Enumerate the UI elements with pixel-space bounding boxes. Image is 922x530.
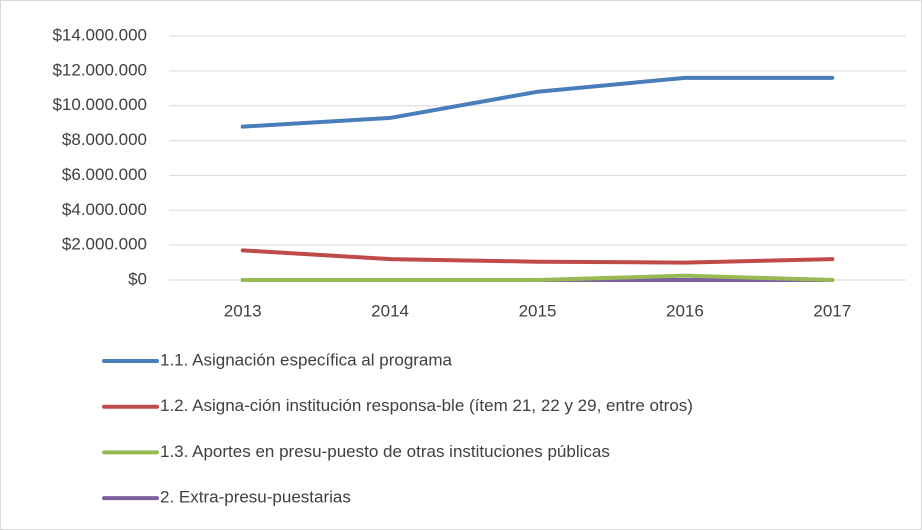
x-tick-label: 2013 — [224, 301, 262, 320]
y-tick-label: $0 — [128, 269, 147, 288]
legend-label: 1.3. Aportes en presu-puesto de otras in… — [160, 442, 610, 461]
x-tick-label: 2014 — [371, 301, 409, 320]
x-tick-label: 2015 — [519, 301, 557, 320]
x-tick-label: 2017 — [813, 301, 851, 320]
y-tick-label: $14.000.000 — [52, 25, 147, 44]
y-tick-label: $6.000.000 — [62, 165, 147, 184]
y-tick-label: $10.000.000 — [52, 95, 147, 114]
x-tick-label: 2016 — [666, 301, 704, 320]
y-tick-label: $12.000.000 — [52, 60, 147, 79]
legend-label: 1.2. Asigna-ción institución responsa-bl… — [160, 396, 693, 415]
series-line — [240, 273, 835, 282]
y-tick-label: $8.000.000 — [62, 130, 147, 149]
y-tick-label: $4.000.000 — [62, 200, 147, 219]
series-line — [240, 75, 835, 129]
legend-label: 1.1. Asignación específica al programa — [160, 350, 453, 369]
y-tick-label: $2.000.000 — [62, 235, 147, 254]
legend-label: 2. Extra-presu-puestarias — [160, 488, 351, 507]
series-line — [240, 248, 835, 265]
